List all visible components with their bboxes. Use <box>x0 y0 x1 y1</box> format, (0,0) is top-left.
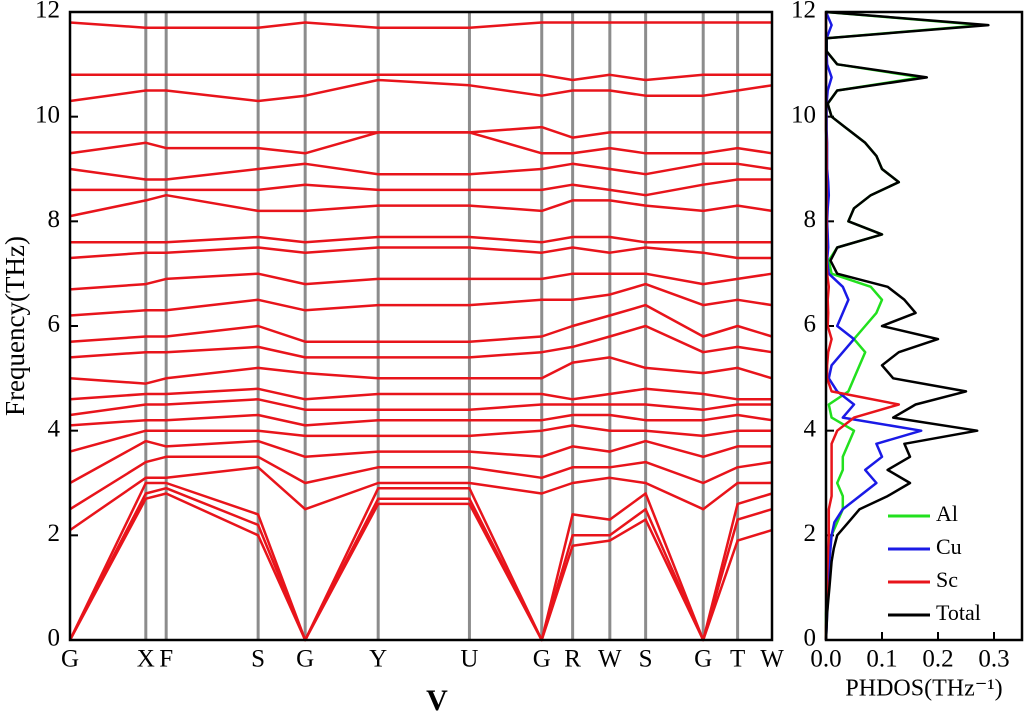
band-line <box>69 324 773 359</box>
y-tick-label: 10 <box>35 101 60 128</box>
y-tick-label: 4 <box>48 415 61 442</box>
y-tick-label: 4 <box>804 415 817 442</box>
y-tick-label: 12 <box>791 0 816 24</box>
band-line <box>69 439 772 485</box>
band-line <box>69 162 773 181</box>
x-tick-label: F <box>159 646 173 673</box>
y-tick-label: 10 <box>791 101 816 128</box>
band-line <box>69 356 773 385</box>
x-tick-label: W <box>760 646 784 673</box>
plot-frame <box>824 10 1024 642</box>
x-axis-label: PHDOS(THz⁻¹) <box>845 676 1002 702</box>
legend-label: Total <box>936 600 981 625</box>
x-tick-label: G <box>694 646 712 673</box>
band-line <box>68 481 773 642</box>
x-tick-label: G <box>296 646 314 673</box>
x-tick-label: S <box>639 646 653 673</box>
x-tick-label: T <box>730 646 745 673</box>
band-line <box>69 413 773 427</box>
band-line <box>69 455 773 511</box>
band-line <box>69 303 773 343</box>
band-line <box>70 73 772 82</box>
x-tick-label: G <box>61 646 79 673</box>
band-line <box>69 246 772 260</box>
band-line <box>70 125 772 139</box>
x-tick-label: X <box>137 646 155 673</box>
plot-frame <box>68 10 774 642</box>
band-line <box>69 282 773 317</box>
y-tick-label: 12 <box>35 0 60 24</box>
x-tick-label: 0.2 <box>922 646 953 673</box>
dos-line <box>824 11 923 641</box>
x-tick-label: W <box>598 646 622 673</box>
x-tick-label: 0.0 <box>810 646 841 673</box>
y-axis-label: Frequency(THz) <box>0 236 30 416</box>
legend-label: Cu <box>936 534 962 559</box>
band-line <box>68 492 773 642</box>
x-tick-label: 0.1 <box>866 646 897 673</box>
band-line <box>69 193 773 218</box>
x-tick-label: S <box>251 646 265 673</box>
y-tick-label: 2 <box>804 520 817 547</box>
x-tick-label: R <box>564 646 581 673</box>
band-line <box>69 387 772 401</box>
band-line <box>69 466 772 532</box>
legend-label: Al <box>936 501 958 526</box>
x-tick-label: 0.3 <box>978 646 1009 673</box>
band-line <box>69 424 772 453</box>
band-line <box>69 131 773 155</box>
band-line <box>70 178 772 197</box>
x-axis-label: V <box>426 684 448 717</box>
x-tick-label: G <box>533 646 551 673</box>
y-tick-label: 0 <box>48 625 61 652</box>
y-tick-label: 6 <box>48 311 61 338</box>
band-line <box>69 398 772 417</box>
x-tick-label: Y <box>369 646 387 673</box>
y-tick-label: 2 <box>48 520 61 547</box>
y-tick-label: 0 <box>804 625 817 652</box>
y-tick-label: 8 <box>48 206 61 233</box>
band-line <box>69 78 773 103</box>
dos-line <box>824 10 990 641</box>
y-tick-label: 8 <box>804 206 817 233</box>
legend-label: Sc <box>936 567 958 592</box>
band-line <box>69 272 773 291</box>
x-tick-label: U <box>460 646 478 673</box>
band-line <box>70 235 772 244</box>
band-line <box>69 21 772 29</box>
y-tick-label: 6 <box>804 311 817 338</box>
